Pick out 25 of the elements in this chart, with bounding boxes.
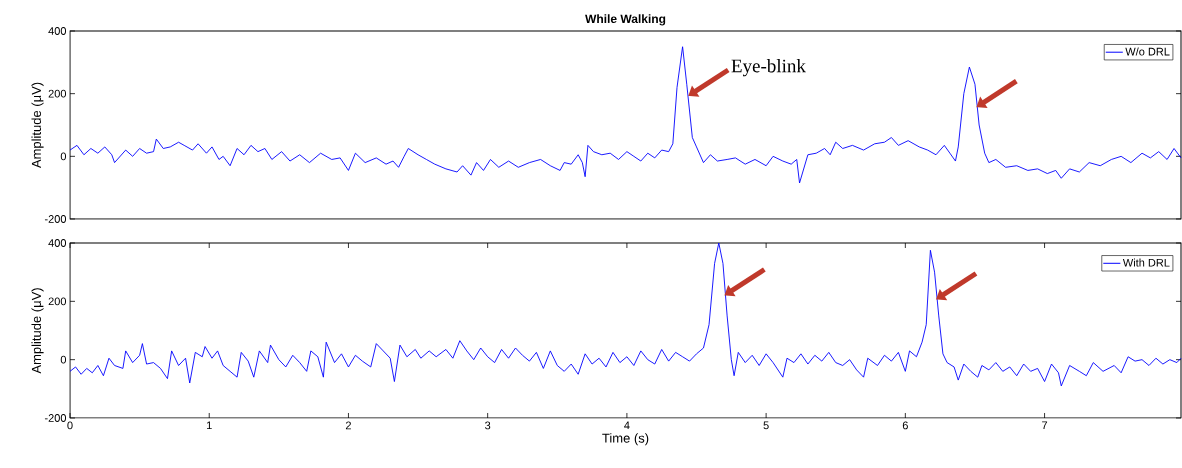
x-tick-label: 1 (207, 421, 212, 430)
annotation: Eye-blink (731, 59, 806, 77)
x-tick-label: 2 (345, 421, 351, 430)
y-tick-label: -200 (44, 414, 67, 422)
x-tick-label: 3 (485, 421, 491, 430)
y-axis-title: Amplitude (μV) (31, 82, 44, 169)
y-tick-label: 0 (60, 152, 67, 161)
x-tick-label: 6 (902, 421, 908, 430)
x-tick-label: 7 (1042, 421, 1048, 430)
line-series (69, 242, 1182, 387)
y-tick-label: 200 (48, 89, 67, 98)
x-tick-label: 4 (624, 421, 630, 430)
x-tick-label: 5 (763, 421, 769, 430)
y-tick-label: 400 (48, 239, 67, 247)
y-tick-label: 400 (48, 27, 67, 35)
x-tick-label: 0 (67, 421, 73, 430)
y-tick-label: 200 (48, 297, 67, 306)
legend-label: W/o DRL (1125, 47, 1170, 56)
legend-label: With DRL (1122, 258, 1170, 267)
y-tick-label: -200 (44, 215, 67, 223)
line-series (69, 46, 1182, 184)
y-tick-label: 0 (60, 355, 67, 364)
chart-title: While Walking (585, 14, 666, 26)
y-axis-title: Amplitude (μV) (31, 288, 44, 374)
x-axis-title: Time (s) (602, 433, 649, 446)
